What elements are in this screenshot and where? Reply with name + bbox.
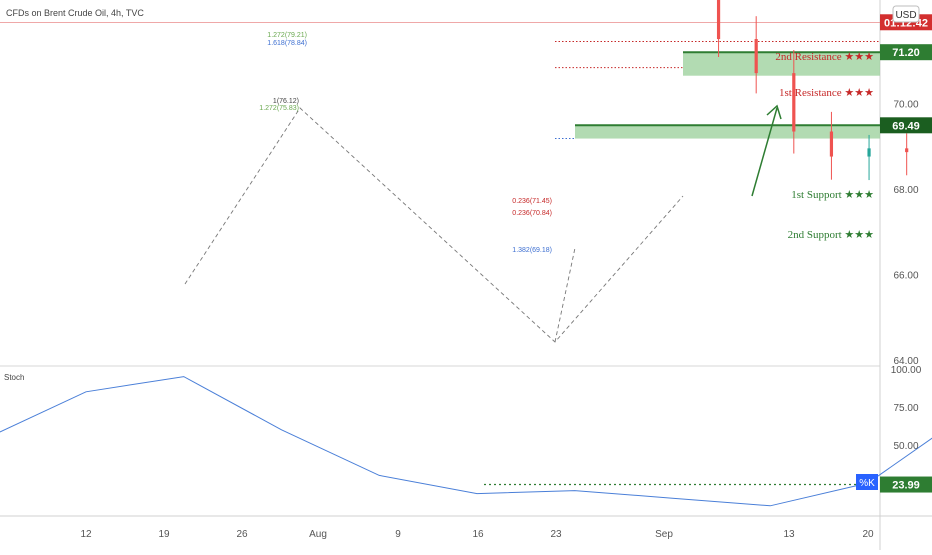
- y-tick-label: 66.00: [893, 271, 918, 282]
- x-tick-label: 23: [550, 529, 562, 540]
- fib-label-3: 1(76.12): [273, 98, 299, 105]
- resistance1-label: 1st Resistance ★★★: [779, 87, 874, 99]
- fib-layer: [184, 41, 880, 343]
- candle: [867, 134, 871, 181]
- candle: [792, 49, 796, 154]
- symbol-title: CFDs on Brent Crude Oil, 4h, TVC: [6, 8, 144, 18]
- candle: [829, 111, 834, 180]
- x-tick-label: 26: [236, 529, 248, 540]
- fib-label-4: 1.272(75.83): [259, 105, 299, 112]
- stoch-y-tick-label: 100.00: [891, 365, 922, 376]
- candle: [905, 133, 909, 176]
- currency-label: USD: [895, 10, 916, 21]
- fib-label-1: 1.272(79.21): [267, 32, 307, 39]
- stoch-k-badge[interactable]: %K: [856, 474, 878, 490]
- stoch-y-tick-label: 50.00: [893, 441, 918, 452]
- candle: [716, 0, 721, 58]
- stoch-y-axis: 100.00 75.00 50.00: [891, 365, 922, 452]
- stoch-k-line: [0, 376, 932, 507]
- projection-arrow-head: [766, 104, 782, 120]
- fib-label-5: 0.236(71.45): [512, 198, 552, 205]
- x-tick-label: Aug: [309, 529, 327, 540]
- stoch-title: Stoch: [4, 373, 24, 382]
- levels-layer: [0, 21, 880, 127]
- fib-label-7: 1.382(69.18): [512, 247, 552, 254]
- x-tick-label: 12: [80, 529, 92, 540]
- currency-button[interactable]: USD: [892, 5, 920, 23]
- fib-label-6: 0.236(70.84): [512, 210, 552, 217]
- support1-label: 1st Support ★★★: [791, 189, 874, 201]
- fib-label-2: 1.618(78.84): [267, 40, 307, 47]
- zones-layer: [575, 52, 880, 139]
- x-tick-label: Sep: [655, 529, 673, 540]
- y-tick-label: 64.00: [893, 356, 918, 367]
- x-tick-label: 13: [783, 529, 795, 540]
- resistance2-label: 2nd Resistance ★★★: [775, 51, 874, 63]
- svg-text:71.20: 71.20: [892, 47, 920, 59]
- stoch-layer: [0, 376, 932, 507]
- svg-text:69.49: 69.49: [892, 120, 920, 132]
- stoch-k-value-tag: 23.99: [880, 476, 932, 493]
- pattern-trend-lines: [184, 107, 684, 343]
- x-tick-label: 9: [395, 529, 401, 540]
- y-tick-label: 70.00: [893, 100, 918, 111]
- support2-label: 2nd Support ★★★: [788, 229, 875, 241]
- pattern-trend-line-2: [554, 247, 576, 343]
- support1-zone: [683, 52, 880, 76]
- projection-arrow-line: [751, 107, 778, 197]
- x-tick-label: 20: [862, 529, 874, 540]
- support2-tag: 69.49: [880, 117, 932, 134]
- candle: [754, 16, 758, 94]
- y-tick-label: 68.00: [893, 185, 918, 196]
- support1-tag: 71.20: [880, 44, 932, 61]
- stoch-k-label: %K: [859, 478, 875, 489]
- stoch-y-tick-label: 75.00: [893, 403, 918, 414]
- candles-layer: [716, 0, 909, 181]
- svg-text:23.99: 23.99: [892, 480, 920, 492]
- support2-zone: [575, 125, 880, 139]
- x-tick-label: 16: [472, 529, 484, 540]
- x-tick-label: 19: [158, 529, 170, 540]
- x-axis: 12 19 26 Aug 9 16 23 Sep 13 20: [80, 529, 874, 540]
